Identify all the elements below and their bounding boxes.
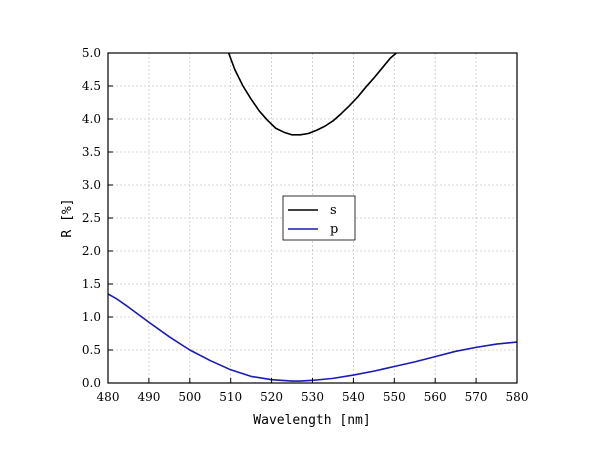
y-tick-label: 2.0 xyxy=(82,244,101,258)
legend-box xyxy=(282,195,356,241)
series-line-p xyxy=(107,293,518,382)
ticks: 480 490 500 510 520 530 540 550 560 570 580 0.0 0.5 1… xyxy=(82,46,529,404)
y-tick-label: 5.0 xyxy=(82,46,101,60)
series-lines xyxy=(107,52,518,382)
x-tick-label: 480 xyxy=(97,390,120,404)
x-axis-title: Wavelength [nm] xyxy=(253,413,370,428)
y-axis-title: R [%] xyxy=(60,198,75,237)
x-tick-label: 560 xyxy=(424,390,447,404)
x-tick-label: 570 xyxy=(465,390,488,404)
y-tick-label: 0.5 xyxy=(82,343,101,357)
y-tick-label: 3.5 xyxy=(82,145,101,159)
x-tick-label: 550 xyxy=(383,390,406,404)
legend: s p xyxy=(282,195,356,241)
y-tick-label: 4.5 xyxy=(82,79,101,93)
series-line-s xyxy=(227,52,397,136)
legend-label-s: s xyxy=(330,203,337,218)
y-tick-label: 1.0 xyxy=(82,310,101,324)
x-tick-label: 580 xyxy=(506,390,529,404)
x-tick-label: 510 xyxy=(219,390,242,404)
y-tick-label: 2.5 xyxy=(82,211,101,225)
x-tick-label: 490 xyxy=(137,390,160,404)
y-tick-label: 1.5 xyxy=(82,277,101,291)
x-tick-label: 530 xyxy=(301,390,324,404)
y-tick-label: 3.0 xyxy=(82,178,101,192)
y-tick-label: 4.0 xyxy=(82,112,101,126)
x-tick-label: 500 xyxy=(178,390,201,404)
x-tick-label: 540 xyxy=(342,390,365,404)
y-tick-label: 0.0 xyxy=(82,376,101,390)
x-tick-label: 520 xyxy=(260,390,283,404)
legend-label-p: p xyxy=(330,222,338,237)
